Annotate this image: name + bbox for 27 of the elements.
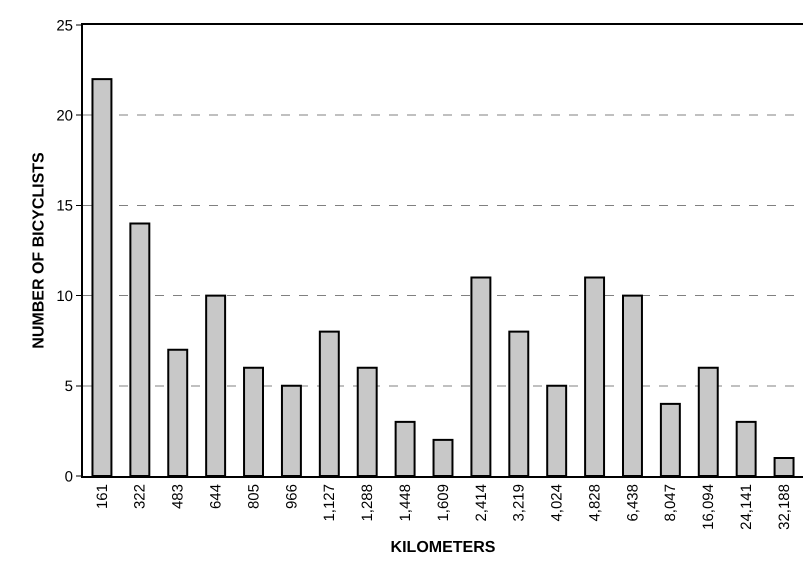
y-tick-label: 0 bbox=[64, 468, 73, 486]
y-tick-label: 5 bbox=[64, 378, 73, 396]
x-tick-label: 4,024 bbox=[548, 484, 566, 522]
x-tick-label: 3,219 bbox=[510, 484, 528, 522]
x-tick-label: 1,448 bbox=[396, 484, 414, 522]
y-tick-label: 25 bbox=[56, 17, 73, 34]
x-tick-label: 644 bbox=[208, 484, 225, 510]
y-tick-label: 20 bbox=[56, 107, 73, 124]
x-tick-label: 8,047 bbox=[662, 484, 680, 522]
y-axis-title: NUMBER OF BICYCLISTS bbox=[30, 152, 48, 349]
x-tick-label: 322 bbox=[132, 484, 149, 510]
x-axis-title: KILOMETERS bbox=[390, 539, 496, 556]
x-tick-label: 1,288 bbox=[359, 484, 376, 522]
x-tick-label: 2,414 bbox=[472, 484, 490, 522]
x-tick-label: 483 bbox=[170, 484, 187, 510]
x-tick-label: 1,127 bbox=[321, 484, 338, 522]
y-tick-label: 15 bbox=[56, 198, 73, 215]
x-tick-label: 161 bbox=[94, 484, 111, 510]
x-tick-label: 6,438 bbox=[624, 484, 642, 522]
x-tick-label: 16,094 bbox=[700, 484, 718, 530]
x-tick-label: 4,828 bbox=[586, 484, 604, 522]
y-tick-label: 10 bbox=[56, 288, 73, 305]
x-tick-label: 1,609 bbox=[434, 484, 452, 522]
x-tick-label: 24,141 bbox=[738, 484, 756, 530]
x-tick-label: 32,188 bbox=[776, 484, 793, 530]
x-tick-label: 805 bbox=[245, 484, 262, 510]
x-tick-label: 966 bbox=[283, 484, 300, 510]
